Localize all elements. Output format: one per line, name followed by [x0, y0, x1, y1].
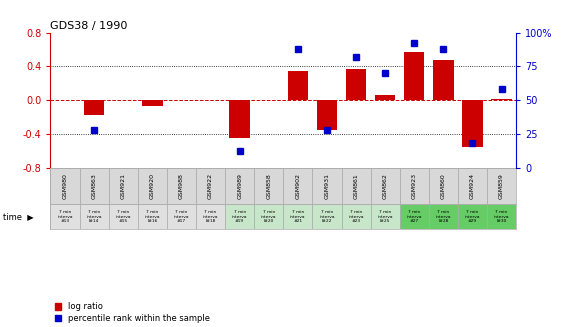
Text: 7 min
interva
l#28: 7 min interva l#28 [435, 210, 451, 223]
Text: GSM923: GSM923 [412, 173, 417, 199]
Bar [342, 168, 371, 204]
Bar [196, 204, 225, 229]
Bar [254, 168, 283, 204]
Bar [371, 168, 399, 204]
Bar [371, 204, 399, 229]
Text: 7 min
interva
#21: 7 min interva #21 [290, 210, 306, 223]
Text: 7 min
interva
#23: 7 min interva #23 [348, 210, 364, 223]
Bar [399, 168, 429, 204]
Bar [167, 204, 196, 229]
Text: 7 min
interva
l#22: 7 min interva l#22 [319, 210, 335, 223]
Text: GDS38 / 1990: GDS38 / 1990 [50, 21, 128, 30]
Text: 7 min
interva
l#14: 7 min interva l#14 [86, 210, 102, 223]
Bar [84, 100, 104, 115]
Text: GSM861: GSM861 [353, 173, 358, 199]
Bar [109, 168, 138, 204]
Text: GSM858: GSM858 [266, 173, 272, 199]
Bar [288, 72, 308, 100]
Bar [80, 168, 109, 204]
Text: GSM980: GSM980 [62, 173, 67, 199]
Bar [167, 168, 196, 204]
Text: 7 min
interva
l#30: 7 min interva l#30 [494, 210, 509, 223]
Text: 7 min
interva
l#18: 7 min interva l#18 [203, 210, 218, 223]
Bar [283, 204, 312, 229]
Text: GSM924: GSM924 [470, 173, 475, 199]
Bar [317, 100, 337, 129]
Text: GSM863: GSM863 [91, 173, 96, 199]
Legend: log ratio, percentile rank within the sample: log ratio, percentile rank within the sa… [54, 302, 210, 323]
Bar [80, 204, 109, 229]
Bar [458, 168, 487, 204]
Text: GSM989: GSM989 [237, 173, 242, 199]
Bar [142, 100, 163, 106]
Bar [225, 168, 254, 204]
Bar [429, 168, 458, 204]
Text: 7 min
interva
#19: 7 min interva #19 [232, 210, 247, 223]
Bar [491, 99, 512, 100]
Text: GSM931: GSM931 [324, 173, 329, 199]
Bar [196, 168, 225, 204]
Bar [487, 204, 516, 229]
Text: 7 min
interva
#29: 7 min interva #29 [465, 210, 480, 223]
Text: GSM921: GSM921 [121, 173, 126, 199]
Text: GSM922: GSM922 [208, 173, 213, 199]
Bar [458, 204, 487, 229]
Bar [429, 204, 458, 229]
Text: 7 min
interva
l#20: 7 min interva l#20 [261, 210, 277, 223]
Text: GSM920: GSM920 [150, 173, 155, 199]
Bar [346, 69, 366, 100]
Text: GSM862: GSM862 [383, 173, 388, 199]
Text: 7 min
interva
l#16: 7 min interva l#16 [145, 210, 160, 223]
Text: GSM988: GSM988 [179, 173, 184, 199]
Bar [462, 100, 482, 146]
Bar [50, 168, 80, 204]
Text: 7 min
interva
#13: 7 min interva #13 [57, 210, 73, 223]
Text: 7 min
interva
l#25: 7 min interva l#25 [378, 210, 393, 223]
Bar [312, 168, 342, 204]
Bar [375, 95, 396, 100]
Text: GSM860: GSM860 [441, 173, 446, 199]
Bar [229, 100, 250, 138]
Bar [399, 204, 429, 229]
Bar [433, 60, 453, 100]
Bar [109, 204, 138, 229]
Bar [487, 168, 516, 204]
Bar [342, 204, 371, 229]
Bar [312, 204, 342, 229]
Text: 7 min
interva
#17: 7 min interva #17 [174, 210, 189, 223]
Bar [138, 168, 167, 204]
Text: 7 min
interva
#15: 7 min interva #15 [116, 210, 131, 223]
Text: GSM859: GSM859 [499, 173, 504, 199]
Bar [404, 52, 425, 100]
Bar [254, 204, 283, 229]
Text: 7 min
interva
#27: 7 min interva #27 [407, 210, 422, 223]
Bar [283, 168, 312, 204]
Text: time  ▶: time ▶ [3, 212, 34, 221]
Text: GSM902: GSM902 [295, 173, 300, 199]
Bar [225, 204, 254, 229]
Bar [138, 204, 167, 229]
Bar [50, 204, 80, 229]
